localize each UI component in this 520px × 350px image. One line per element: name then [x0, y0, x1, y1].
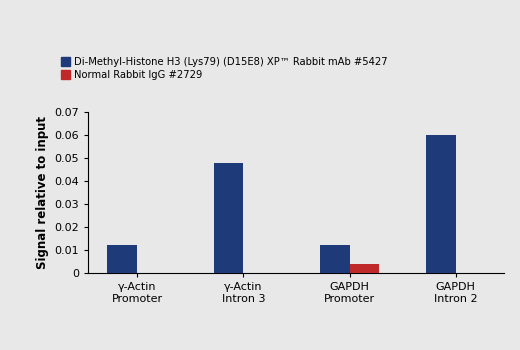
- Bar: [320, 245, 349, 273]
- Bar: [349, 264, 379, 273]
- Bar: [426, 135, 456, 273]
- Bar: [214, 163, 243, 273]
- Y-axis label: Signal relative to input: Signal relative to input: [36, 116, 49, 269]
- Legend: Di-Methyl-Histone H3 (Lys79) (D15E8) XP™ Rabbit mAb #5427, Normal Rabbit IgG #27: Di-Methyl-Histone H3 (Lys79) (D15E8) XP™…: [60, 56, 389, 81]
- Bar: [107, 245, 137, 273]
